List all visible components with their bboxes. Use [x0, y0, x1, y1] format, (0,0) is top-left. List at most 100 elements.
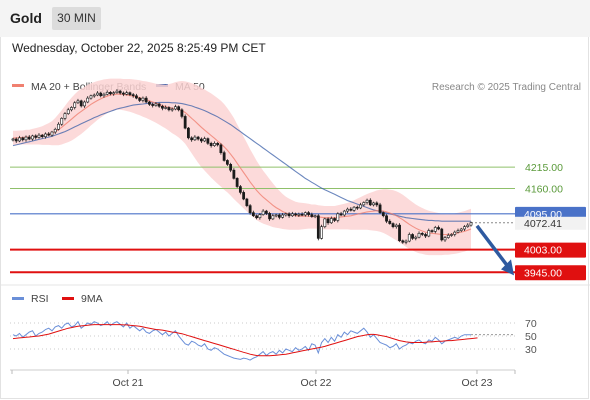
rsi-tick-70: 70 [525, 318, 537, 330]
candle-body [394, 224, 398, 227]
candle [346, 207, 349, 214]
candle-body [60, 118, 64, 125]
candle-body [86, 97, 90, 103]
candle [401, 239, 405, 244]
rsi-legend-swatch-1 [62, 297, 74, 300]
time-tick-2: Oct 23 [462, 377, 493, 389]
candle-body [238, 186, 242, 193]
candle [209, 141, 213, 148]
candle-body [73, 102, 77, 108]
candle [21, 136, 25, 142]
candle-body [326, 218, 330, 224]
candle-body [368, 199, 372, 206]
chart-datetime: Wednesday, October 22, 2025 8:25:49 PM C… [12, 41, 266, 55]
candle [154, 102, 158, 107]
candle-body [183, 116, 187, 129]
candle-body [34, 135, 38, 138]
rsi-tick-50: 50 [525, 331, 537, 343]
candle [414, 235, 418, 241]
candle [138, 96, 142, 103]
candle-body [89, 95, 93, 99]
candle [268, 211, 272, 221]
candle [122, 91, 125, 97]
candle [248, 204, 252, 215]
candle-body [459, 228, 463, 231]
candle [115, 89, 119, 94]
candle [34, 134, 38, 140]
candle [73, 101, 77, 110]
candle [193, 135, 197, 141]
candle-body [199, 138, 203, 142]
candle-body [245, 198, 249, 206]
candle-body [154, 103, 158, 106]
candle [235, 177, 239, 189]
candle-body [115, 90, 119, 93]
level-label-4160.00: 4160.00 [525, 184, 563, 196]
candle-body [398, 224, 401, 242]
forecast-arrow [475, 224, 514, 276]
candle [437, 225, 440, 231]
candle [294, 212, 297, 217]
candle-body [131, 94, 135, 97]
candle [290, 211, 294, 217]
candle [372, 201, 375, 207]
candle [430, 229, 434, 233]
candle [339, 211, 343, 217]
candle-body [420, 233, 424, 235]
candle [333, 217, 336, 223]
candle [24, 135, 28, 142]
candle [245, 197, 249, 208]
candle [381, 211, 385, 218]
candle-body [336, 213, 340, 221]
rsi-legend-label-0: RSI [31, 293, 49, 305]
candle [242, 190, 246, 201]
candle [219, 143, 223, 155]
candle-body [339, 213, 343, 216]
candle-body [316, 215, 320, 239]
forecast-arrow-head [501, 259, 514, 276]
candle-body [281, 214, 285, 218]
candle-body [18, 137, 21, 142]
candle-body [235, 178, 239, 187]
candle [63, 112, 67, 121]
candle [284, 212, 288, 217]
candle [323, 217, 327, 229]
candle-body [463, 226, 466, 230]
timeframe-button[interactable]: 30 MIN [52, 7, 101, 30]
candle-body [66, 109, 70, 115]
candle [109, 91, 112, 96]
candle-body [193, 136, 197, 141]
candle [261, 209, 265, 216]
candle [125, 90, 129, 96]
candle [141, 96, 145, 103]
candle-body [219, 144, 223, 153]
candle-body [469, 222, 473, 226]
candle-body [388, 220, 392, 224]
candle-body [21, 137, 25, 141]
candle [326, 217, 330, 225]
candle-body [216, 143, 220, 146]
candle-body [362, 202, 366, 206]
candle [274, 213, 278, 218]
candle-body [248, 205, 252, 213]
candle-body [11, 138, 15, 141]
candle-body [443, 237, 447, 241]
candle [427, 228, 431, 238]
candle-body [372, 202, 375, 206]
candle-body [135, 95, 138, 99]
candle [183, 114, 187, 130]
candle [277, 213, 281, 220]
candle-body [196, 136, 200, 140]
candle [463, 225, 466, 231]
candle-body [310, 214, 314, 217]
candle [151, 102, 155, 108]
price-tags: 4215.004160.004095.004003.003945.004072.… [515, 162, 586, 281]
candle [161, 104, 164, 111]
candle-body [122, 92, 125, 95]
candle [375, 201, 379, 207]
rsi-ma-line [12, 324, 478, 357]
candle-body [222, 152, 226, 161]
candle-body [307, 212, 310, 215]
